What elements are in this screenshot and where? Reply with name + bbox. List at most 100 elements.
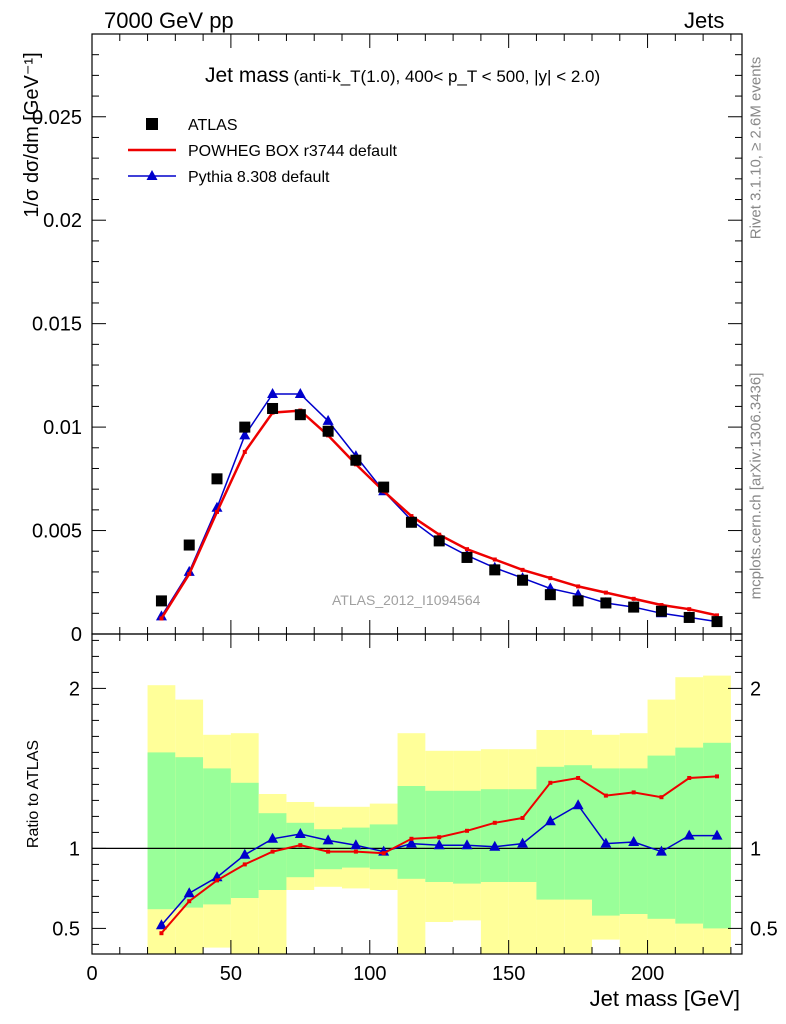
pythia-ratio-point: [155, 919, 167, 930]
uncertainty-band-inner: [564, 765, 592, 900]
powheg-point: [603, 590, 608, 595]
uncertainty-band-inner: [647, 755, 676, 919]
uncertainty-band-inner: [203, 768, 231, 905]
pythia-ratio-point: [572, 799, 584, 810]
y-tick-label: 0.015: [32, 314, 82, 336]
powheg-ratio-point: [659, 795, 664, 800]
powheg-ratio-point: [353, 849, 358, 854]
x-tick-label: 100: [353, 963, 386, 985]
uncertainty-band-inner: [480, 789, 509, 882]
plot-title: Jet mass (anti-k_T(1.0), 400< p_T < 500,…: [205, 64, 600, 88]
powheg-point: [409, 514, 414, 519]
powheg-ratio-point: [409, 836, 414, 841]
atlas-point: [155, 595, 167, 607]
ratio-y-tick-label: 2: [69, 678, 80, 700]
powheg-point: [242, 449, 247, 454]
watermark: ATLAS_2012_I1094564: [332, 592, 481, 608]
powheg-ratio-point: [159, 931, 164, 936]
uncertainty-band-inner: [147, 752, 176, 910]
ratio-y-tick-label-right: 1: [750, 838, 761, 860]
side-text-mcplots: mcplots.cern.ch [arXiv:1306.3436]: [747, 372, 765, 600]
uncertainty-band-inner: [230, 782, 259, 898]
uncertainty-band-inner: [175, 757, 204, 908]
atlas-point: [433, 535, 445, 547]
pythia-ratio-point: [267, 832, 279, 843]
y-tick-label: 0: [71, 624, 82, 646]
atlas-point: [628, 601, 640, 613]
legend-powheg-label: POWHEG BOX r3744 default: [188, 143, 398, 160]
pythia-ratio-point: [489, 840, 501, 851]
pythia-point: [294, 388, 306, 398]
y-tick-label: 0.005: [32, 521, 82, 543]
atlas-point: [655, 605, 667, 617]
pythia-ratio-point: [322, 834, 334, 845]
uncertainty-band-inner: [536, 766, 565, 900]
powheg-ratio-point: [326, 849, 331, 854]
atlas-point: [183, 539, 195, 551]
y-axis-label: 1/σ dσ/dm [GeV⁻¹]: [21, 52, 43, 217]
header-left: 7000 GeV pp: [104, 8, 234, 33]
atlas-point: [711, 616, 723, 628]
pythia-point: [211, 501, 223, 512]
atlas-point: [350, 454, 362, 466]
y-tick-label: 0.01: [43, 417, 82, 439]
pythia-ratio-point: [350, 839, 362, 850]
pythia-ratio-point: [683, 829, 695, 840]
powheg-ratio-point: [298, 843, 303, 848]
pythia-ratio-point: [655, 845, 667, 856]
legend-atlas-marker: [146, 118, 158, 130]
atlas-point: [544, 589, 556, 601]
atlas-point: [294, 409, 306, 421]
ratio-y-tick-label-right: 2: [750, 678, 761, 700]
ratio-y-tick-label: 1: [69, 838, 80, 860]
atlas-point: [239, 421, 251, 433]
pythia-ratio-point: [517, 837, 529, 848]
header-right: Jets: [684, 8, 725, 33]
powheg-point: [631, 596, 636, 601]
pythia-ratio-point: [183, 887, 195, 898]
powheg-point: [548, 576, 553, 581]
powheg-point: [576, 584, 581, 589]
plot-title-sub: (anti-k_T(1.0), 400< p_T < 500, |y| < 2.…: [293, 67, 601, 86]
y-tick-label: 0.025: [32, 107, 82, 129]
powheg-ratio-point: [520, 816, 525, 820]
powheg-point: [465, 547, 469, 552]
y-tick-label: 0.02: [43, 210, 82, 232]
powheg-ratio-point: [381, 851, 386, 856]
powheg-ratio-point: [715, 774, 719, 779]
uncertainty-band-inner: [397, 786, 426, 879]
side-text-rivet: Rivet 3.1.10, ≥ 2.6M events: [747, 56, 765, 240]
uncertainty-band-inner: [453, 790, 481, 884]
plot-title-main: Jet mass: [205, 64, 290, 87]
pythia-ratio-point: [544, 815, 556, 826]
powheg-ratio-point: [270, 849, 275, 854]
pythia-ratio-point: [239, 848, 251, 859]
powheg-point: [492, 557, 497, 562]
powheg-point: [520, 567, 525, 572]
ratio-y-tick-label: 0.5: [52, 918, 80, 940]
pythia-point: [267, 388, 279, 398]
x-tick-label: 50: [220, 963, 242, 985]
pythia-ratio-point: [461, 839, 473, 850]
powheg-point: [187, 572, 192, 576]
legend-pythia-label: Pythia 8.308 default: [188, 169, 330, 186]
pythia-ratio-point: [628, 836, 640, 846]
atlas-point: [405, 516, 417, 528]
atlas-point: [267, 402, 279, 414]
pythia-ratio-point: [433, 839, 445, 850]
powheg-ratio-point: [215, 878, 219, 883]
powheg-ratio-point: [576, 776, 581, 780]
x-tick-label: 200: [631, 963, 664, 985]
powheg-ratio-point: [603, 793, 608, 798]
powheg-point: [659, 603, 664, 608]
ratio-y-tick-label-right: 0.5: [750, 918, 778, 940]
pythia-point: [322, 414, 334, 425]
x-tick-label: 0: [86, 963, 97, 985]
legend-pythia-marker: [146, 170, 158, 180]
atlas-point: [461, 551, 473, 563]
atlas-point: [378, 481, 390, 493]
powheg-ratio-point: [187, 899, 192, 904]
atlas-point: [211, 473, 223, 485]
legend-atlas-label: ATLAS: [188, 117, 238, 134]
